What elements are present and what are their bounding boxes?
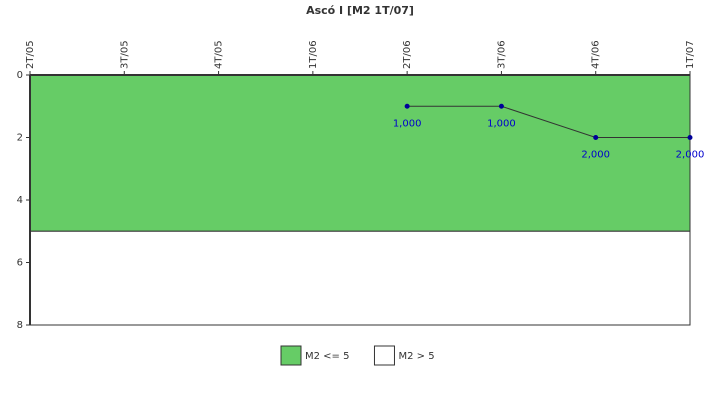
- data-point: [404, 103, 410, 109]
- y-tick-label: 2: [17, 133, 23, 144]
- y-tick-label: 8: [17, 320, 23, 331]
- y-tick-label: 6: [17, 258, 23, 269]
- data-label: 2,000: [676, 150, 705, 161]
- data-label: 1,000: [487, 118, 516, 129]
- legend-swatch: [280, 345, 302, 366]
- y-tick-label: 0: [17, 70, 23, 81]
- data-label: 2,000: [581, 150, 610, 161]
- data-label: 1,000: [393, 118, 422, 129]
- x-tick-label: 1T/07: [685, 40, 696, 69]
- legend-swatch: [373, 345, 395, 366]
- x-tick-label: 1T/06: [308, 40, 319, 69]
- x-tick-label: 2T/05: [25, 40, 36, 69]
- x-tick-label: 4T/05: [214, 40, 225, 69]
- legend-label: M2 <= 5: [305, 351, 349, 362]
- x-tick-label: 3T/05: [119, 40, 130, 69]
- data-point: [593, 135, 599, 140]
- data-point: [498, 103, 504, 109]
- y-tick-label: 4: [17, 195, 23, 206]
- data-point: [687, 135, 693, 140]
- band: [29, 74, 691, 232]
- x-tick-label: 3T/06: [496, 40, 507, 69]
- x-tick-label: 2T/06: [402, 40, 413, 69]
- series-line: [407, 105, 690, 138]
- x-tick-label: 4T/06: [591, 40, 602, 69]
- legend-label: M2 > 5: [398, 351, 434, 362]
- band: [29, 230, 691, 326]
- chart-title: Ascó I [M2 1T/07]: [306, 4, 414, 17]
